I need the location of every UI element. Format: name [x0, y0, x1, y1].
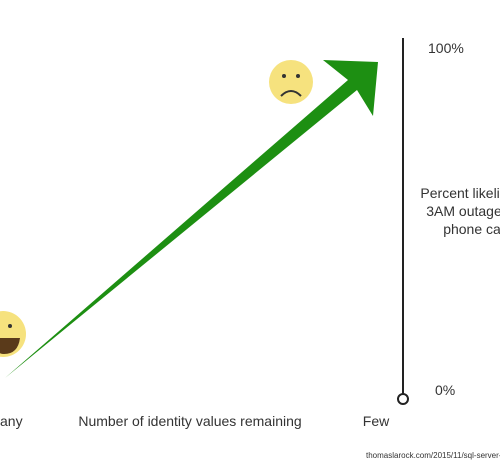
y-title-line: 3AM outage: [426, 203, 500, 219]
sad-face: [269, 60, 313, 104]
y-title-line: Percent likelih: [420, 185, 500, 201]
y-title-line: phone ca: [443, 221, 500, 237]
axis-origin: [397, 393, 409, 405]
footer: thomaslarock.com/2015/11/sql-server-iden…: [366, 451, 500, 460]
x-right-label: Few: [363, 413, 390, 429]
y-top-label: 100%: [428, 40, 464, 56]
x-left-label: any: [0, 413, 23, 429]
happy-face: [0, 311, 26, 357]
y-bottom-label: 0%: [435, 382, 455, 398]
trend-arrow: [5, 60, 378, 378]
x-axis-title: Number of identity values remaining: [78, 413, 301, 429]
